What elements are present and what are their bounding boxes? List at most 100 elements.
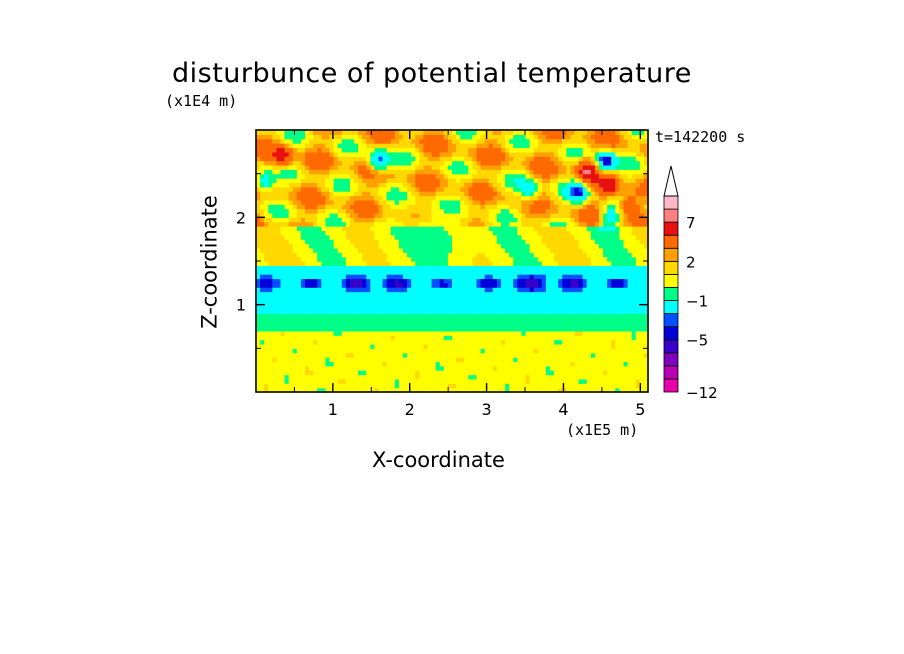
field-cell [529, 160, 535, 166]
field-cell [268, 143, 273, 149]
field-cell [423, 278, 429, 284]
field-cell [366, 274, 371, 280]
field-cell [382, 247, 388, 253]
field-cell [476, 138, 482, 144]
field-cell [378, 230, 384, 236]
field-cell [501, 208, 506, 214]
field-cell [496, 186, 502, 192]
field-cell [309, 130, 314, 135]
field-cell [537, 239, 543, 245]
field-cell [284, 269, 290, 275]
field-cell [362, 339, 367, 345]
field-cell [276, 326, 282, 332]
field-cell [419, 130, 425, 135]
field-cell [496, 138, 502, 144]
field-cell [472, 143, 478, 149]
field-cell [337, 343, 343, 349]
field-cell [394, 352, 400, 358]
field-cell [378, 326, 384, 332]
field-cell [586, 269, 592, 275]
field-cell [333, 212, 339, 218]
field-cell [492, 169, 498, 175]
field-cell [354, 357, 359, 363]
field-cell [521, 147, 527, 153]
field-cell [358, 291, 363, 297]
field-cell [574, 309, 580, 314]
field-cell [276, 226, 282, 232]
field-cell [256, 378, 261, 384]
field-cell [594, 343, 600, 349]
field-cell [562, 195, 567, 201]
field-cell [345, 322, 351, 328]
field-cell [276, 261, 282, 266]
field-cell [394, 212, 400, 218]
field-cell [272, 322, 278, 328]
field-cell [501, 191, 506, 197]
field-cell [460, 234, 465, 240]
field-cell [427, 156, 433, 162]
field-cell [443, 322, 449, 328]
field-cell [533, 343, 539, 349]
field-cell [378, 138, 384, 144]
field-cell [276, 374, 282, 380]
field-cell [537, 226, 543, 232]
field-cell [398, 230, 404, 236]
field-cell [264, 265, 269, 271]
field-cell [370, 208, 376, 214]
field-cell [472, 195, 478, 201]
field-cell [333, 239, 339, 245]
field-cell [574, 330, 580, 336]
field-cell [256, 265, 261, 271]
field-cell [354, 265, 359, 271]
field-cell [427, 313, 433, 319]
field-cell [309, 304, 314, 310]
field-cell [452, 164, 457, 170]
field-cell [337, 156, 343, 162]
field-cell [488, 383, 494, 389]
field-cell [423, 317, 429, 323]
field-cell [594, 348, 600, 354]
field-cell [260, 234, 265, 240]
field-cell [582, 130, 588, 135]
field-cell [264, 370, 269, 376]
field-cell [366, 199, 371, 205]
field-cell [337, 182, 343, 188]
field-cell [260, 370, 265, 376]
field-cell [480, 326, 486, 332]
field-cell [272, 160, 278, 166]
field-cell [411, 282, 416, 288]
field-cell [325, 287, 331, 293]
field-cell [292, 234, 298, 240]
field-cell [525, 326, 531, 332]
field-cell [480, 339, 486, 345]
field-cell [460, 383, 465, 389]
field-cell [468, 217, 474, 223]
field-cell [398, 309, 404, 314]
field-cell [341, 339, 347, 345]
field-cell [443, 313, 449, 319]
field-cell [505, 317, 510, 323]
field-cell [460, 151, 465, 157]
field-cell [582, 147, 588, 153]
field-cell [525, 265, 531, 271]
field-cell [264, 195, 269, 201]
field-cell [456, 387, 461, 393]
field-cell [398, 295, 404, 301]
field-cell [447, 339, 453, 345]
field-cell [574, 365, 580, 371]
field-cell [305, 370, 310, 376]
field-cell [456, 330, 461, 336]
field-cell [419, 182, 425, 188]
field-cell [537, 191, 543, 197]
field-cell [427, 295, 433, 301]
field-cell [529, 156, 535, 162]
field-cell [525, 212, 531, 218]
field-cell [362, 182, 367, 188]
field-cell [468, 361, 474, 367]
field-cell [378, 378, 384, 384]
field-cell [505, 304, 510, 310]
field-cell [472, 221, 478, 227]
field-cell [292, 178, 298, 183]
field-cell [582, 317, 588, 323]
field-cell [590, 243, 596, 249]
